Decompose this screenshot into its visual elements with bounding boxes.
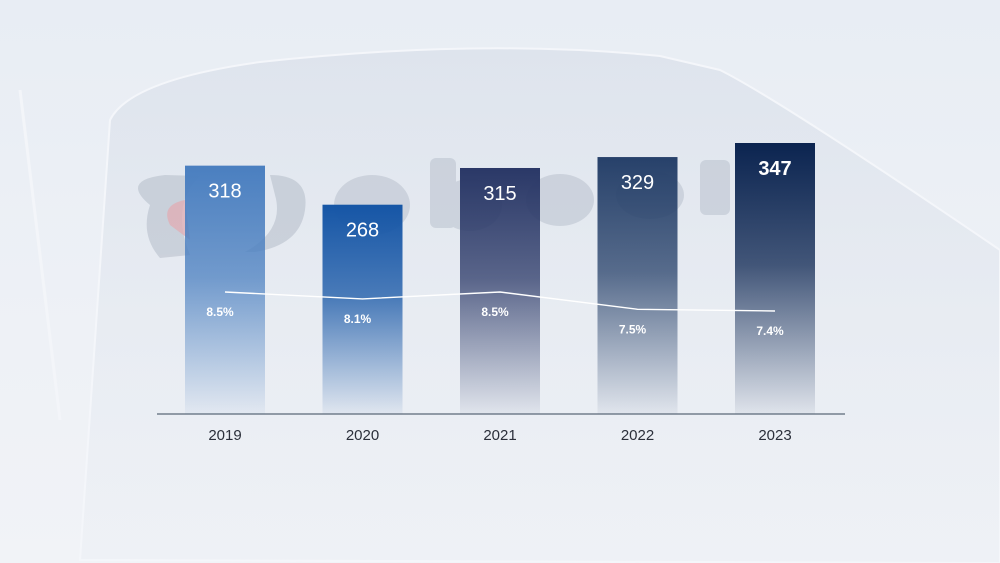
bar-2023 xyxy=(735,143,815,414)
bar-value-label-2020: 268 xyxy=(346,220,379,242)
x-tick-label-2022: 2022 xyxy=(621,427,654,444)
x-tick-label-2021: 2021 xyxy=(483,427,516,444)
bar-value-label-2022: 329 xyxy=(621,172,654,194)
bars-layer xyxy=(185,143,815,415)
bar-value-label-2021: 315 xyxy=(483,183,516,205)
background-line xyxy=(18,89,62,421)
bar-value-label-2019: 318 xyxy=(208,181,241,203)
line-layer xyxy=(224,291,776,312)
percent-label-2021: 8.5% xyxy=(481,305,509,319)
bar-2021 xyxy=(460,167,540,414)
labels-layer: 318 2019 8.5% 268 2020 8.1% 315 2021 8.5% 329 2022… xyxy=(206,158,791,444)
x-tick-label-2020: 2020 xyxy=(346,427,379,444)
percent-label-2023: 7.4% xyxy=(756,324,784,338)
percent-label-2022: 7.5% xyxy=(619,322,647,336)
bar-2019 xyxy=(185,165,265,414)
x-tick-label-2023: 2023 xyxy=(758,427,791,444)
bar-2022 xyxy=(597,157,678,415)
x-tick-label-2019: 2019 xyxy=(208,427,241,444)
percent-label-2019: 8.5% xyxy=(206,305,234,319)
bar-value-label-2023: 347 xyxy=(758,158,791,180)
percent-line xyxy=(224,291,776,312)
percent-label-2020: 8.1% xyxy=(344,312,372,326)
bar-2020 xyxy=(322,204,403,414)
